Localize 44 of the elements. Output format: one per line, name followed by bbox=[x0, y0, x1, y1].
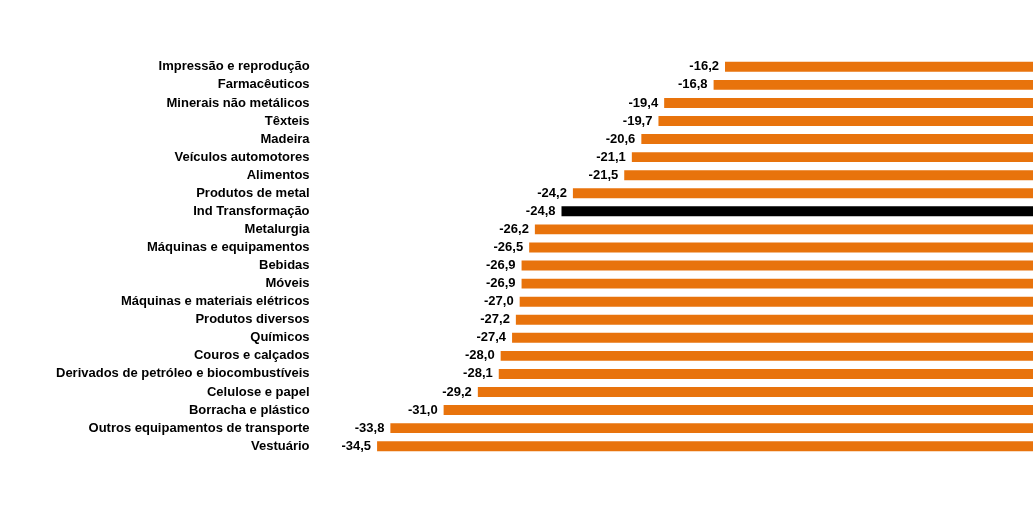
y-tick-label: Produtos de metal bbox=[196, 184, 310, 200]
y-tick-label: Farmacêuticos bbox=[217, 76, 310, 92]
y-tick-label: Outros equipamentos de transporte bbox=[88, 419, 310, 435]
data-label: -27,0 bbox=[484, 293, 514, 309]
data-label: -34,5 bbox=[341, 437, 372, 453]
data-label: -16,2 bbox=[689, 58, 719, 74]
data-label: -31,0 bbox=[407, 401, 438, 417]
data-label: -21,5 bbox=[588, 166, 619, 182]
data-label: -27,4 bbox=[476, 329, 507, 345]
y-tick-label: Alimentos bbox=[246, 166, 310, 182]
y-tick-label: Vestuário bbox=[251, 437, 310, 453]
y-tick-label: Bebidas bbox=[258, 257, 310, 273]
y-tick-label: Impressão e reprodução bbox=[158, 58, 310, 74]
y-tick-label: Minerais não metálicos bbox=[166, 94, 310, 110]
y-tick-label: Ind Transformação bbox=[193, 202, 310, 218]
y-tick-label: Celulose e papel bbox=[206, 383, 310, 399]
y-tick-label: Metalurgia bbox=[244, 220, 311, 236]
y-tick-label: Têxteis bbox=[264, 112, 310, 128]
data-label: -29,2 bbox=[442, 383, 472, 399]
data-label: -21,1 bbox=[596, 148, 626, 164]
data-label: -27,2 bbox=[480, 311, 510, 327]
y-tick-label: Couros e calçados bbox=[193, 347, 310, 363]
data-label: -33,8 bbox=[354, 419, 385, 435]
data-label: -24,8 bbox=[525, 202, 556, 218]
data-label: -26,9 bbox=[485, 257, 516, 273]
y-tick-label: Borracha e plástico bbox=[188, 401, 310, 417]
y-tick-label: Máquinas e materiais elétricos bbox=[120, 293, 310, 309]
data-label: -19,7 bbox=[622, 112, 653, 128]
data-label: -24,2 bbox=[537, 184, 567, 200]
y-tick-label: Químicos bbox=[250, 329, 310, 345]
data-label: -28,1 bbox=[463, 365, 493, 381]
data-label: -16,8 bbox=[677, 76, 708, 92]
data-label: -20,6 bbox=[605, 130, 636, 146]
data-label: -26,9 bbox=[485, 275, 516, 291]
y-tick-label: Máquinas e equipamentos bbox=[147, 239, 310, 255]
data-label: -19,4 bbox=[628, 94, 659, 110]
y-tick-label: Madeira bbox=[260, 130, 311, 146]
y-tick-label: Derivados de petróleo e biocombustíveis bbox=[55, 365, 310, 381]
data-label: -26,2 bbox=[499, 220, 529, 236]
y-tick-label: Móveis bbox=[265, 275, 310, 291]
data-label: -26,5 bbox=[493, 239, 524, 255]
data-label: -28,0 bbox=[465, 347, 495, 363]
y-tick-label: Produtos diversos bbox=[195, 311, 310, 327]
y-tick-label: Veículos automotores bbox=[174, 148, 310, 164]
